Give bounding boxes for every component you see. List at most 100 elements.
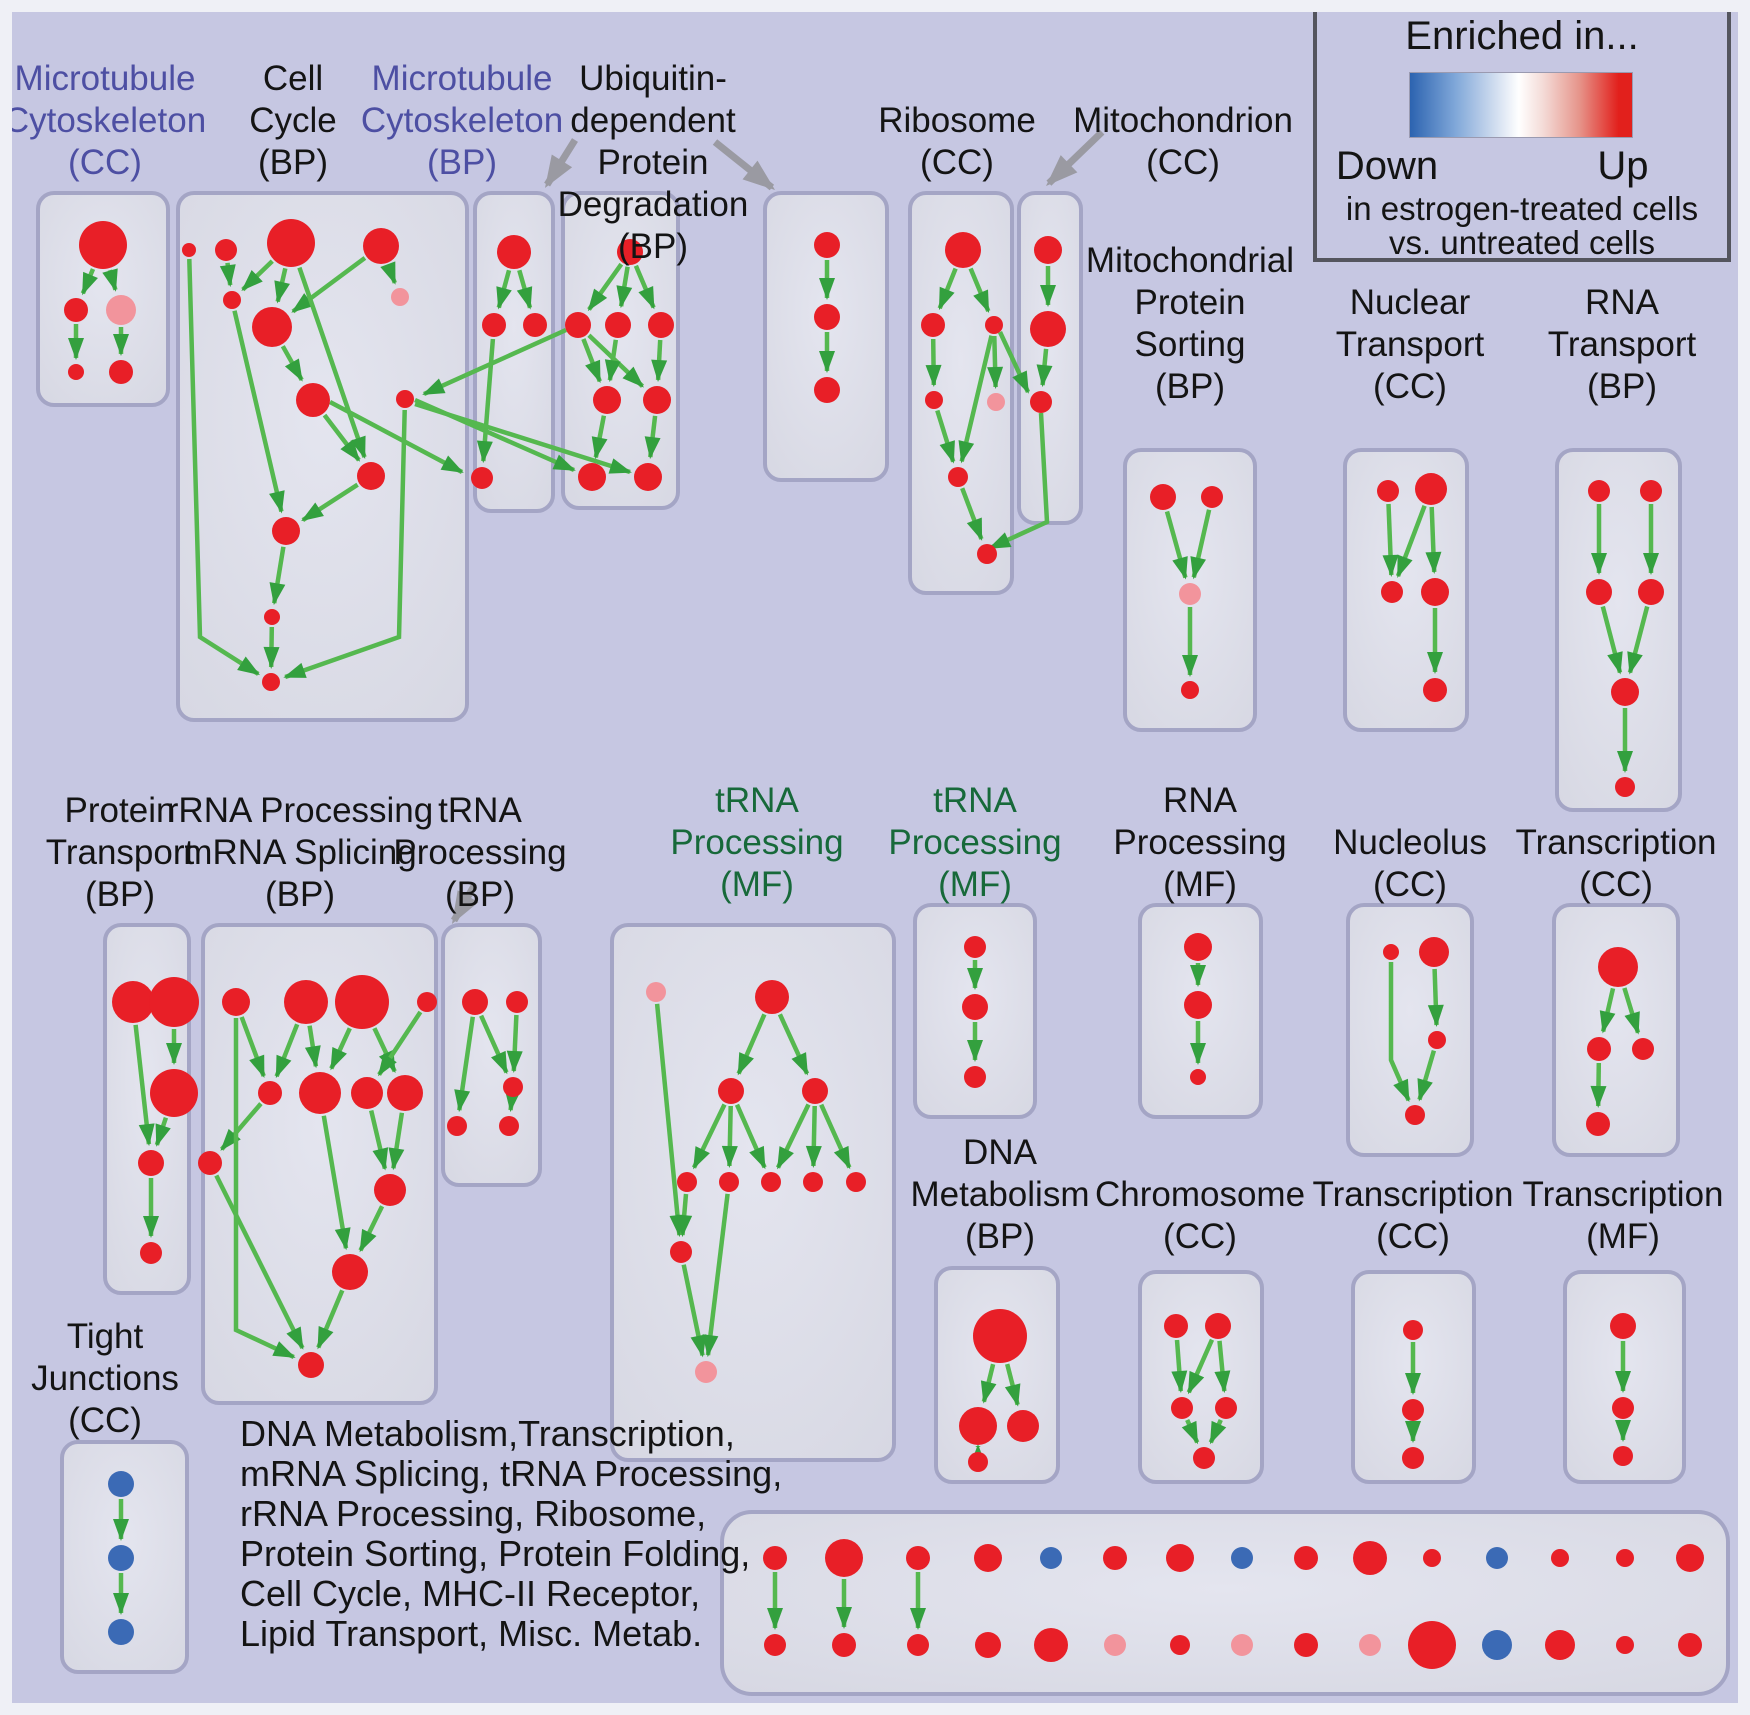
go-term-node: [1428, 1031, 1446, 1049]
go-term-node: [150, 1069, 198, 1117]
edge-arrow: [734, 1103, 767, 1170]
edge-arrow: [676, 1193, 693, 1238]
go-term-node: [755, 980, 789, 1014]
go-term-node: [832, 1633, 856, 1657]
edge-arrow: [1181, 1418, 1200, 1445]
go-term-node: [1421, 578, 1449, 606]
edge-arrow: [968, 267, 991, 313]
edge-arrow: [702, 1193, 730, 1358]
edge-arrow: [681, 1264, 707, 1358]
edge-arrow: [504, 1089, 521, 1113]
go-term-node: [964, 1066, 986, 1088]
group-box-nucleolus-cc: [1346, 903, 1474, 1157]
edge-arrow: [377, 1010, 423, 1077]
edge-arrow: [1164, 510, 1188, 580]
go-term-node: [1381, 581, 1403, 603]
edge-arrow: [301, 482, 359, 522]
go-term-node: [1103, 1546, 1127, 1570]
edge-arrow: [1425, 506, 1442, 574]
edge-arrow: [958, 335, 994, 464]
go-term-node: [1632, 1038, 1654, 1060]
edge-arrow: [476, 338, 496, 464]
group-label-nuclear-transport-cc: Nuclear Transport (CC): [1335, 283, 1485, 406]
go-term-node: [593, 386, 621, 414]
edge-arrow: [316, 1289, 345, 1350]
go-term-node: [1166, 1544, 1194, 1572]
go-term-node: [1403, 1320, 1423, 1340]
go-term-node: [719, 1172, 739, 1192]
go-term-node: [1612, 1397, 1634, 1419]
go-term-node: [1030, 311, 1066, 347]
go-term-node: [987, 393, 1005, 411]
go-term-node: [1545, 1630, 1575, 1660]
edge-arrow: [1427, 968, 1444, 1027]
legend-subtitle-1: in estrogen-treated cells: [1345, 190, 1699, 227]
edge-arrow: [506, 1014, 523, 1073]
go-term-node: [802, 1078, 828, 1104]
go-term-node: [968, 1452, 988, 1472]
edge-arrow: [997, 331, 1031, 394]
go-term-node: [417, 992, 437, 1012]
go-term-node: [1551, 1549, 1569, 1567]
group-label-transcription-cc-upper: Transcription (CC): [1515, 823, 1717, 904]
go-term-node: [1179, 583, 1201, 605]
go-term-node: [112, 981, 154, 1023]
edge-arrow: [496, 269, 512, 310]
go-term-node: [1034, 236, 1062, 264]
go-term-node: [1040, 1547, 1062, 1569]
group-label-nucleolus-cc: Nucleolus (CC): [1333, 823, 1487, 904]
edge-arrow: [274, 1023, 300, 1079]
edge-arrow: [154, 1116, 171, 1147]
edge-arrow: [321, 1115, 351, 1251]
go-term-node: [763, 1546, 787, 1570]
go-term-node: [1190, 1069, 1206, 1085]
go-term-node: [1201, 486, 1223, 508]
edge-arrow: [805, 1105, 822, 1168]
go-term-node: [447, 1116, 467, 1136]
edge-arrow: [1622, 987, 1641, 1035]
edge-arrow: [102, 268, 118, 292]
go-term-node: [267, 219, 315, 267]
go-term-node: [482, 313, 506, 337]
group-label-trna-processing-mf-1: tRNA Processing (MF): [670, 781, 844, 904]
edge-arrow: [1186, 1338, 1215, 1395]
edge-arrow: [80, 268, 98, 296]
edge-arrow: [380, 261, 397, 285]
go-term-node: [68, 364, 84, 380]
go-term-node: [1486, 1547, 1508, 1569]
edge-arrow: [283, 409, 407, 680]
edge-arrow: [241, 259, 274, 292]
go-term-node: [471, 467, 493, 489]
group-label-protein-transport-bp: Protein Transport (BP): [45, 791, 195, 914]
edge-arrow: [1600, 605, 1623, 675]
edge-arrow: [388, 1112, 405, 1171]
go-term-node: [617, 239, 643, 265]
go-term-node: [945, 232, 981, 268]
go-term-node: [1104, 1634, 1126, 1656]
edge-arrow: [935, 409, 956, 464]
go-term-node: [1231, 1634, 1253, 1656]
edge-arrow: [516, 269, 533, 310]
go-term-node: [140, 1242, 162, 1264]
go-term-node: [262, 673, 280, 691]
go-term-node: [1170, 1635, 1190, 1655]
go-term-node: [814, 304, 840, 330]
go-term-node: [387, 1075, 423, 1111]
go-term-node: [1423, 678, 1447, 702]
edge-arrow: [604, 339, 621, 383]
edge-arrow: [322, 413, 361, 462]
go-term-node: [108, 1545, 134, 1571]
edge-arrow: [263, 626, 280, 669]
go-term-node: [335, 975, 389, 1029]
edge-arrow: [980, 1363, 997, 1404]
go-term-node: [648, 312, 674, 338]
go-term-node: [1405, 1105, 1425, 1125]
go-term-node: [605, 312, 631, 338]
go-term-node: [1408, 1621, 1456, 1669]
edge-arrow: [269, 546, 286, 606]
group-label-transcription-cc-lower: Transcription (CC): [1312, 1175, 1514, 1256]
group-box-trna-processing-mf-1: [610, 923, 896, 1462]
edge-arrow: [1395, 505, 1427, 578]
go-term-node: [252, 307, 292, 347]
